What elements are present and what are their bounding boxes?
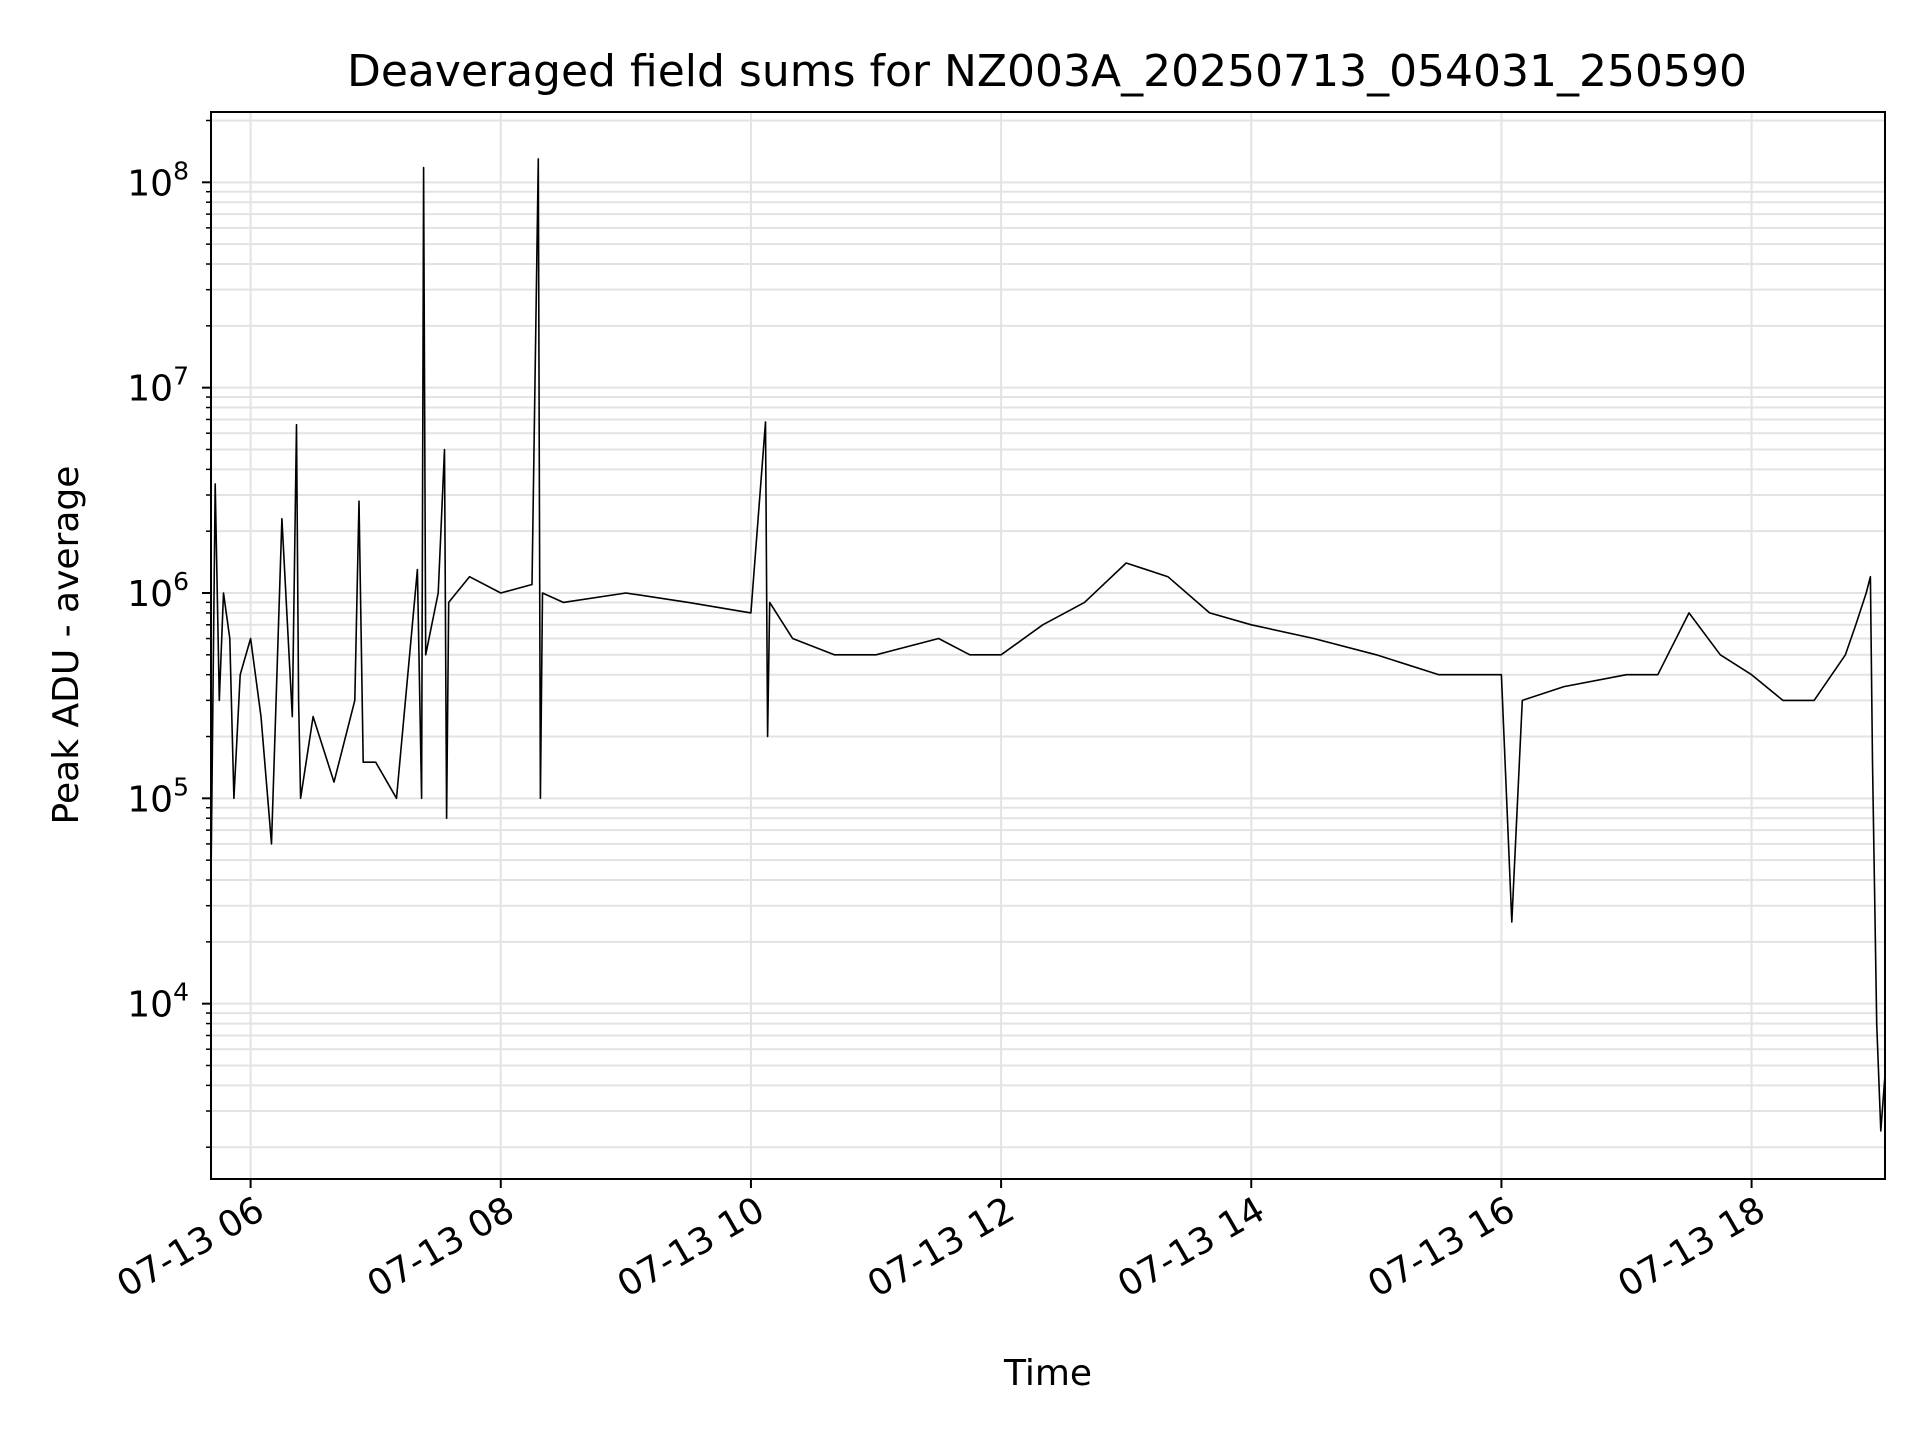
y-tick-label: 104 (127, 978, 189, 1026)
y-tick-label: 106 (127, 567, 189, 615)
plot-area (210, 158, 1886, 1132)
series-line (210, 158, 1886, 1132)
y-tick-label: 108 (127, 156, 189, 204)
y-tick-label: 105 (127, 772, 189, 820)
y-axis: 104 105 106 107 108 (127, 119, 211, 1148)
grid-lines (211, 112, 1885, 1179)
x-axis-label: Time (1003, 1353, 1092, 1394)
plot-frame (210, 111, 1886, 1180)
chart-title: Deaveraged field sums for NZ003A_2025071… (347, 46, 1747, 97)
y-axis-label: Peak ADU - average (46, 466, 87, 825)
y-tick-label: 107 (127, 362, 189, 410)
